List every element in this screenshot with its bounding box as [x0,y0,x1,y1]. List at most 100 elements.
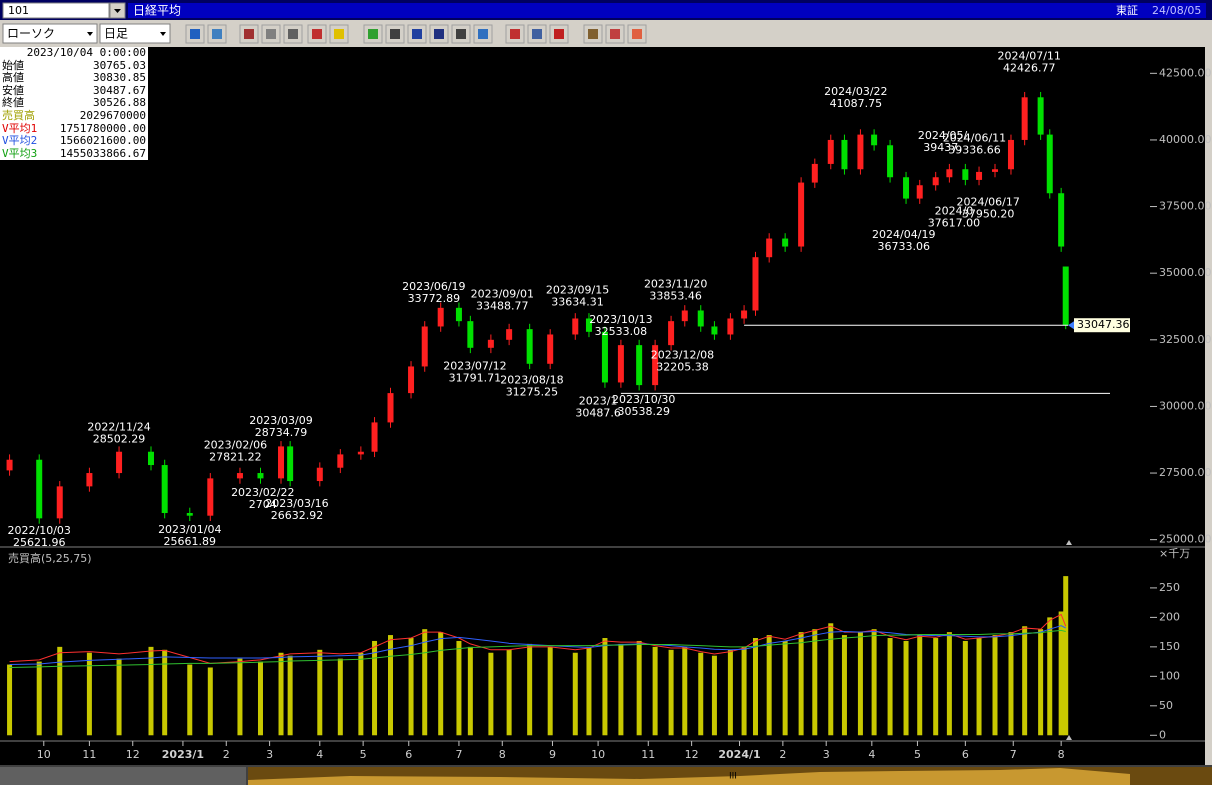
annotation-value: 30487.6 [575,406,621,419]
volume-bar [257,661,263,736]
scroll-grip: III [729,772,737,782]
annotation-date: 2022/11/24 [87,420,150,433]
annotation-value: 32205.38 [656,361,709,374]
info-value: 1751780000.00 [59,121,146,135]
annotation-date: 2024/04/19 [872,228,935,241]
panel-title: 売買高(5,25,75) [8,551,92,565]
period-select[interactable] [99,23,171,44]
x-tick-label: 9 [549,748,556,761]
candle-body [617,345,624,383]
volume-bar [358,652,364,736]
candle-body [1058,193,1065,247]
x-tick-label: 8 [499,748,506,761]
volume-bar [766,635,772,736]
volume-bar [682,646,688,736]
scroll-left[interactable] [0,767,246,785]
annotation-date: 2024/03/22 [824,85,887,98]
code-input[interactable] [2,2,110,19]
annotation-value: 25621.96 [13,536,66,549]
icon-glyph [532,29,542,39]
info-label: 安値 [2,83,24,97]
candle-body [636,345,643,386]
volume-bar [7,664,13,736]
info-row: 高値 30830.85 [0,72,148,85]
volume-bar [618,643,624,736]
annotation-value: 25661.89 [164,535,217,548]
volume-bar [1038,629,1044,736]
annotation-date: 2024/06/17 [956,196,1019,209]
y-tick-label: 250 [1159,581,1180,594]
x-tick-label: 5 [360,748,367,761]
info-value: 1566021600.00 [59,134,146,148]
icon-glyph [312,29,322,39]
candle-body [1007,139,1014,170]
annotation-date: 2023/02/06 [204,438,267,451]
info-row: 始値 30765.03 [0,59,148,73]
arrow-icon [160,32,166,36]
volume-bar [1058,611,1064,736]
candle-body [421,326,428,367]
annotation-date: 2023/01/04 [158,523,221,536]
candle-body [506,329,513,340]
y-tick-label: 150 [1159,640,1180,653]
volume-bar [962,640,968,736]
info-datetime: 2023/10/04 0:00:00 [26,46,146,59]
volume-bar [741,646,747,736]
candle-body [976,171,983,180]
candle-body [1037,97,1044,135]
volume-bar [388,635,394,736]
candle-body [711,326,718,335]
x-tick-label: 11 [641,748,655,761]
icon-glyph [368,29,378,39]
unit-label: ×千万 [1159,547,1190,560]
volume-bar [1047,617,1053,736]
icon-glyph [510,29,520,39]
candle-body [547,334,554,364]
volume-bar [946,632,952,736]
candle-body [408,366,415,394]
annotation-date: 2023/1 [579,394,618,407]
volume-bar [752,638,758,736]
info-row: 安値 30487.67 [0,83,148,98]
volume-bar [857,632,863,736]
annotation-value: 41087.75 [830,97,883,110]
volume-bar [841,635,847,736]
annotation-value: 30538.29 [617,405,670,418]
volume-bar [506,649,512,736]
volume-bar [57,646,63,736]
period-text: 日足 [104,27,128,41]
panel-marker [1066,540,1072,545]
y-tick-label: 0 [1159,728,1166,741]
candle-body [455,307,462,322]
icon-glyph [554,29,564,39]
icon-glyph [334,29,344,39]
volume-bar [1022,626,1028,736]
price-label-box [1074,318,1130,333]
y-tick-label: 40000.00 [1159,133,1212,146]
info-label: V平均1 [2,121,38,135]
annotation-date: 2024/07/11 [998,49,1061,62]
candle-body [437,307,444,327]
x-tick-label: 2023/1 [162,748,204,761]
candle-body [871,134,878,146]
annotation-value: 33488.77 [476,299,529,312]
style-select[interactable] [2,23,98,44]
candle-body [827,139,834,164]
candle-body [903,177,910,199]
candle-body [752,257,759,311]
volume-bar [992,635,998,736]
annotation-date: 2023/11/20 [644,278,707,291]
x-tick-label: 5 [914,748,921,761]
date: 24/08/05 [1152,4,1201,17]
price-label: 33047.36 [1077,318,1130,331]
candle-body [668,321,675,346]
x-tick-label: 2 [223,748,230,761]
candle-body [841,139,848,170]
x-tick-label: 12 [126,748,140,761]
annotation-value: 36733.06 [878,240,931,253]
code-text: 101 [8,4,29,17]
volume-bar [871,629,877,736]
candle-body [798,182,805,247]
